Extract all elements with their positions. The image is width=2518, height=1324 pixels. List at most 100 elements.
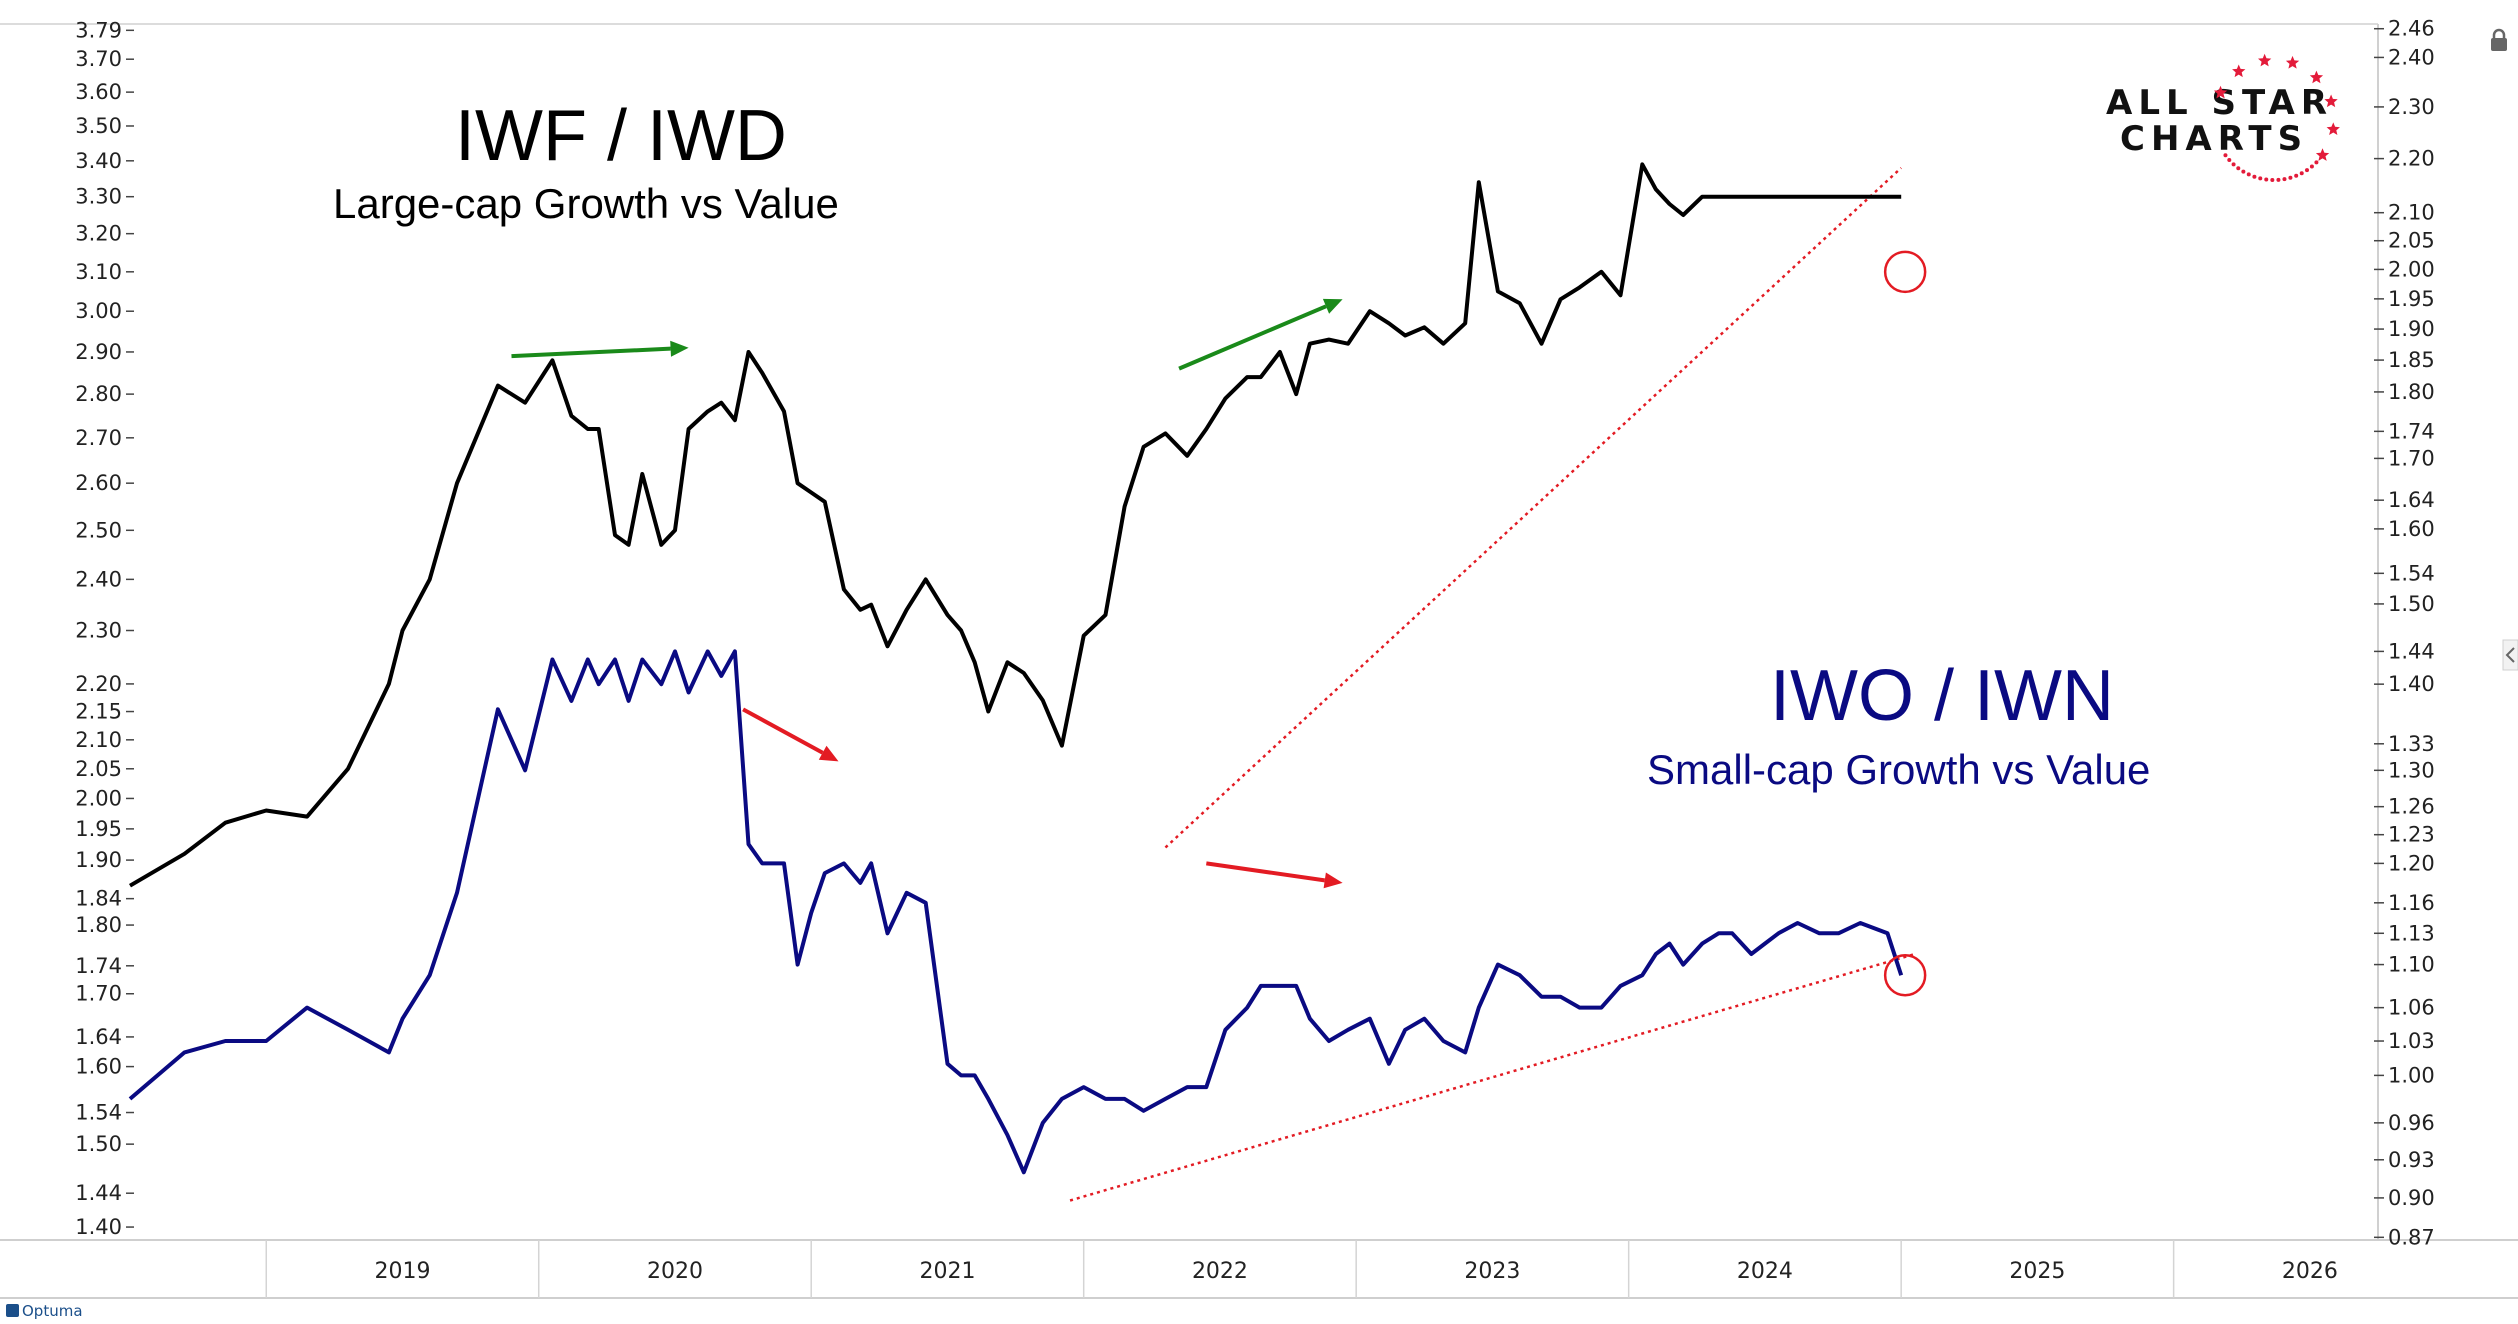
x-tick-label: 2026: [2282, 1259, 2338, 1284]
x-tick-label: 2020: [647, 1259, 703, 1284]
right-tick-label: 1.16: [2388, 891, 2435, 915]
logo-line-1: ALL STAR: [2106, 83, 2333, 123]
right-tick-label: 1.50: [2388, 592, 2435, 616]
left-tick-label: 1.90: [75, 848, 122, 872]
logo-dot: [2264, 177, 2269, 182]
right-tick-label: 2.20: [2388, 147, 2435, 171]
right-tick-label: 2.10: [2388, 201, 2435, 225]
series-line: [128, 162, 1902, 888]
logo-star: [2232, 64, 2246, 78]
arrow-shaft: [1206, 861, 1326, 883]
support-trendline: [1164, 166, 1902, 849]
lock-icon[interactable]: [2491, 28, 2507, 51]
left-tick-label: 3.70: [75, 47, 122, 71]
right-tick-label: 1.13: [2388, 921, 2435, 945]
x-tick-label: 2022: [1192, 1259, 1248, 1284]
bottom-title: IWO / IWN: [1770, 656, 2114, 736]
x-tick-label: 2024: [1737, 1259, 1793, 1284]
right-tick-label: 0.96: [2388, 1111, 2435, 1135]
right-tick-label: 0.90: [2388, 1186, 2435, 1210]
highlight-circles: [1883, 250, 1927, 997]
right-tick-label: 0.87: [2388, 1225, 2435, 1249]
right-axis: 2.46 2.40 2.30 2.20 2.10 2.05 2.00 1.95 1.90 1.85…: [2374, 17, 2435, 1249]
right-tick-label: 1.06: [2388, 996, 2435, 1020]
collapse-panel-icon[interactable]: [2502, 639, 2518, 671]
arrow-shaft: [1178, 304, 1327, 371]
series-line: [128, 649, 1904, 1175]
trend-arrows: [511, 298, 1343, 889]
right-tick-label: 1.90: [2388, 317, 2435, 341]
left-tick-label: 3.30: [75, 185, 122, 209]
right-tick-label: 1.74: [2388, 419, 2435, 443]
logo-star: [2324, 94, 2338, 108]
right-tick-label: 1.23: [2388, 823, 2435, 847]
left-tick-label: 1.40: [75, 1215, 122, 1239]
right-tick-label: 1.64: [2388, 488, 2435, 512]
logo-dot: [2231, 162, 2236, 167]
optuma-label: Optuma: [22, 1302, 83, 1320]
right-tick-label: 1.60: [2388, 517, 2435, 541]
bottom-subtitle: Small-cap Growth vs Value: [1647, 746, 2150, 793]
logo-dot: [2304, 168, 2309, 173]
right-tick-label: 0.93: [2388, 1148, 2435, 1172]
arrow-shaft: [511, 346, 671, 359]
right-tick-label: 1.00: [2388, 1063, 2435, 1087]
left-tick-label: 1.84: [75, 887, 122, 911]
left-tick-label: 2.20: [75, 672, 122, 696]
logo-dot: [2258, 176, 2263, 181]
left-tick-label: 2.70: [75, 426, 122, 450]
left-tick-label: 1.74: [75, 954, 122, 978]
left-axis: 3.79 3.70 3.60 3.50 3.40 3.30 3.20 3.10 3.00 2.90…: [75, 18, 134, 1239]
arrow-head: [670, 340, 689, 357]
logo-dot: [2236, 166, 2241, 171]
right-tick-label: 1.03: [2388, 1029, 2435, 1053]
left-tick-label: 1.44: [75, 1181, 122, 1205]
left-tick-label: 3.20: [75, 222, 122, 246]
right-tick-label: 1.85: [2388, 348, 2435, 372]
left-tick-label: 1.54: [75, 1101, 122, 1125]
logo-dot: [2227, 158, 2232, 163]
logo-dot: [2299, 171, 2304, 176]
left-tick-label: 3.79: [75, 18, 122, 42]
left-tick-label: 3.50: [75, 114, 122, 138]
right-tick-label: 1.33: [2388, 732, 2435, 756]
logo-dot: [2252, 174, 2257, 179]
star-ring-icon: [2213, 53, 2340, 182]
right-tick-label: 1.10: [2388, 953, 2435, 977]
logo-dot: [2314, 160, 2319, 165]
left-tick-label: 2.80: [75, 382, 122, 406]
left-tick-label: 1.80: [75, 913, 122, 937]
x-tick-label: 2025: [2009, 1259, 2065, 1284]
right-tick-label: 1.26: [2388, 795, 2435, 819]
highlight-circle: [1883, 953, 1927, 997]
x-tick-label: 2021: [919, 1259, 975, 1284]
logo-dot: [2246, 172, 2251, 177]
highlight-circle: [1883, 250, 1927, 294]
arrow-head: [818, 745, 839, 762]
right-tick-label: 1.20: [2388, 851, 2435, 875]
right-tick-label: 2.00: [2388, 257, 2435, 281]
logo-star: [2326, 122, 2340, 135]
logo-star: [2309, 70, 2324, 84]
logo-star: [2285, 55, 2300, 69]
left-tick-label: 3.00: [75, 299, 122, 323]
right-tick-label: 1.70: [2388, 446, 2435, 470]
logo-dot: [2270, 177, 2275, 182]
right-tick-label: 1.40: [2388, 672, 2435, 696]
logo-star: [2315, 148, 2330, 161]
right-tick-label: 2.46: [2388, 17, 2435, 41]
left-tick-label: 1.64: [75, 1025, 122, 1049]
right-tick-label: 1.44: [2388, 639, 2435, 663]
top-subtitle: Large-cap Growth vs Value: [333, 180, 839, 227]
x-tick-label: 2019: [374, 1259, 430, 1284]
logo-star: [2213, 85, 2228, 99]
optuma-brand: Optuma: [6, 1302, 83, 1320]
x-tick-label: 2023: [1464, 1259, 1520, 1284]
logo-dot: [2241, 169, 2246, 174]
logo-line-2: CHARTS: [2120, 119, 2308, 159]
left-tick-label: 2.90: [75, 340, 122, 364]
left-tick-label: 3.40: [75, 149, 122, 173]
logo-dot: [2276, 177, 2281, 182]
